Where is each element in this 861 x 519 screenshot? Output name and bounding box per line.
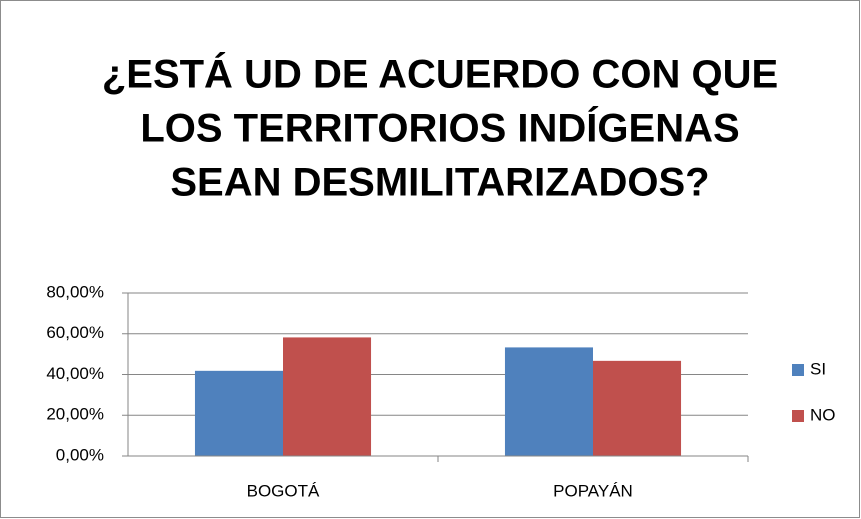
y-tick-label: 60,00%	[46, 323, 104, 342]
legend-label: SI	[810, 359, 826, 378]
legend-swatch	[792, 410, 804, 422]
bar	[593, 360, 682, 456]
y-tick-label: 40,00%	[46, 364, 104, 383]
legend-swatch	[792, 364, 804, 376]
y-tick-label: 0,00%	[56, 445, 104, 464]
chart-title: SEAN DESMILITARIZADOS?	[170, 161, 709, 205]
y-tick-label: 20,00%	[46, 405, 104, 424]
legend-label: NO	[810, 405, 836, 424]
chart-title: ¿ESTÁ UD DE ACUERDO CON QUE	[102, 52, 778, 97]
bar	[194, 370, 283, 456]
bar	[283, 337, 372, 456]
x-tick-label: POPAYÁN	[553, 481, 633, 500]
bar	[504, 347, 593, 456]
y-tick-label: 80,00%	[46, 282, 104, 301]
chart-title: LOS TERRITORIOS INDÍGENAS	[140, 106, 739, 151]
x-tick-label: BOGOTÁ	[247, 481, 320, 500]
